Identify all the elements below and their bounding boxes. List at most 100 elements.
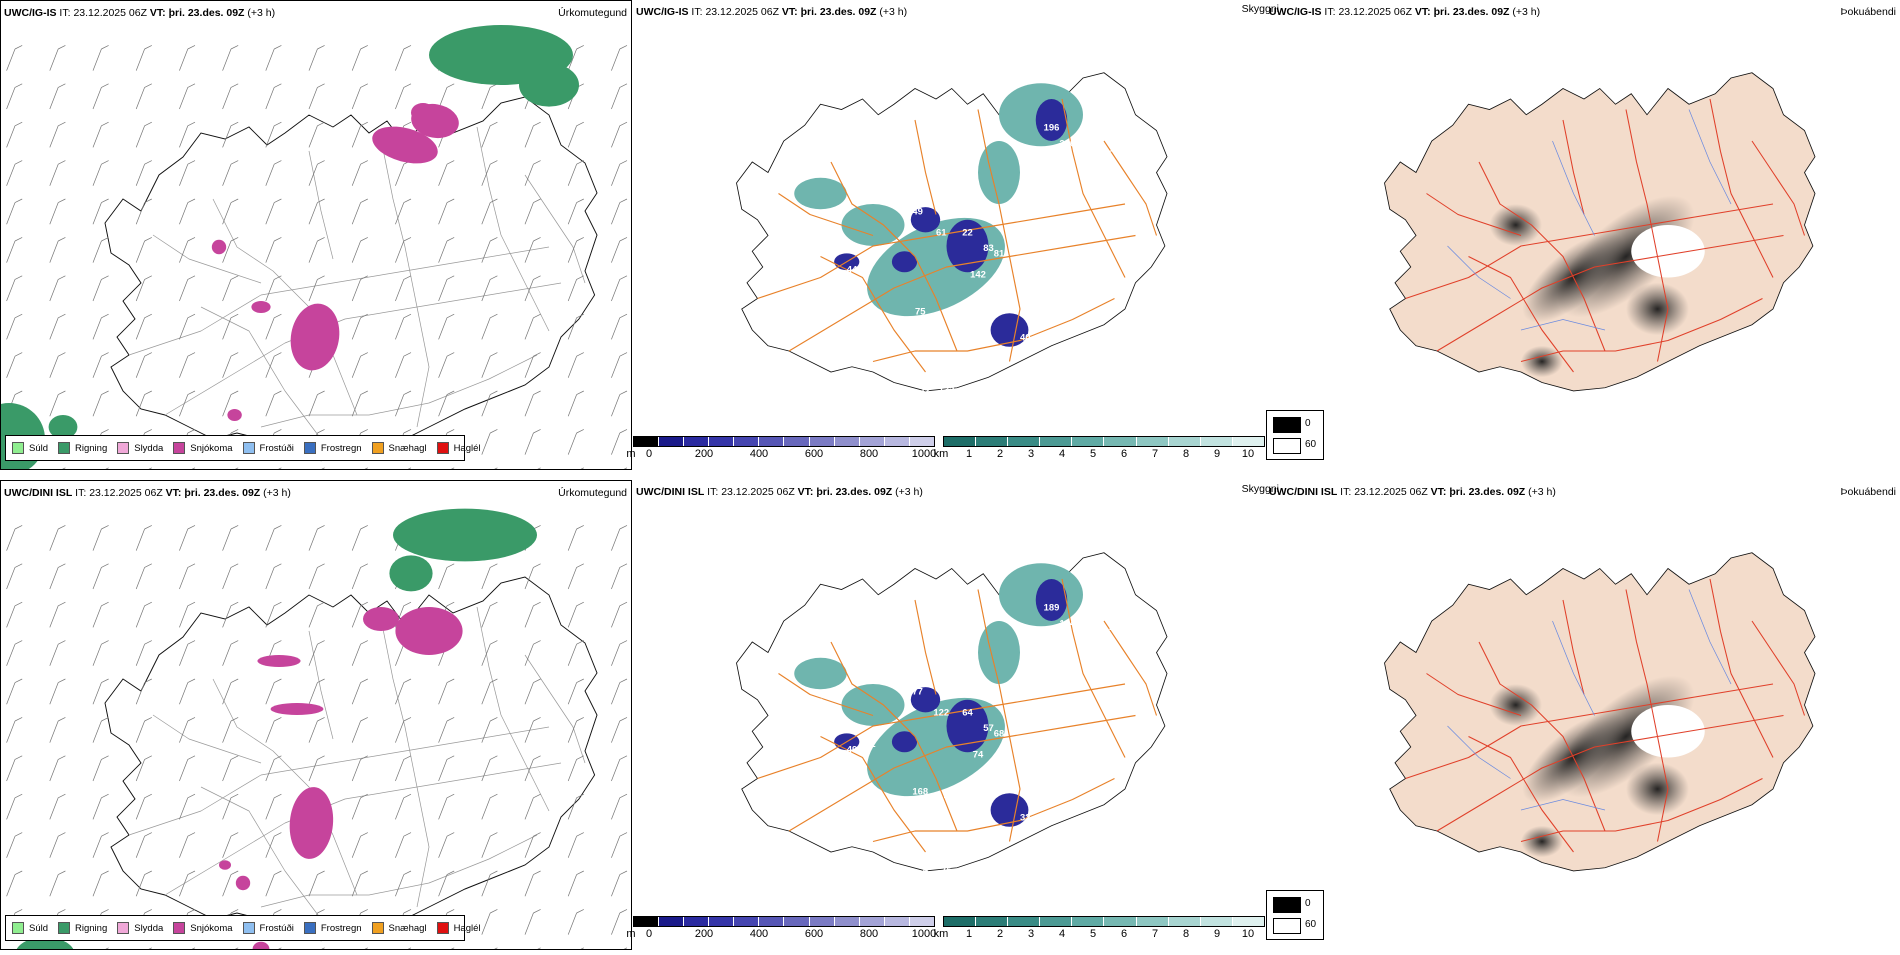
- legend-item: Frostregn: [303, 442, 362, 454]
- cloud-value-label: 196: [1044, 122, 1060, 133]
- colorbar-step: [1008, 437, 1041, 446]
- legend-item: Snjókoma: [173, 442, 233, 454]
- vt-value: þri. 23.des. 09Z: [1449, 486, 1526, 498]
- legend-swatch: [436, 922, 449, 934]
- colorbar-step: [784, 917, 810, 926]
- cloud-value-label: 40: [1020, 333, 1031, 344]
- colorbar-step: [1040, 437, 1073, 446]
- legend-label: Haglél: [453, 922, 481, 934]
- cloud-value-label: 127: [949, 175, 965, 186]
- it-value: 23.12.2025 06Z: [73, 7, 147, 19]
- colorbar-step: [834, 437, 860, 446]
- map-canvas[interactable]: 189 164 84 108 577 122 64 57 68 74 49 452 168 418 391 3…: [633, 480, 1263, 910]
- cloud-value-label: 391: [970, 792, 986, 803]
- cloud-panel-title: UWC/IG-IS IT: 23.12.2025 06Z VT: þri. 23…: [636, 6, 907, 18]
- colorbar-tick: 2: [996, 928, 1004, 940]
- cloud-value-label: 83: [983, 243, 994, 254]
- cloud-value-label: 23: [810, 217, 821, 228]
- it-label: IT:: [691, 6, 703, 18]
- colorbar-step: [759, 437, 785, 446]
- lead-time: (+3 h): [263, 487, 291, 499]
- precip-type-panel: UWC/DINI ISL IT: 23.12.2025 06Z VT: þri.…: [0, 480, 632, 950]
- lead-time: (+3 h): [247, 7, 276, 19]
- it-label: IT:: [707, 486, 719, 498]
- legend-swatch: [12, 442, 24, 454]
- vt-label: VT:: [165, 487, 182, 499]
- fog-panel: UWC/IG-IS IT: 23.12.2025 06Z VT: þri. 23…: [1266, 0, 1900, 470]
- colorbar-step: [1232, 437, 1264, 446]
- map-canvas[interactable]: [1, 481, 631, 949]
- colorbar-tick: 7: [1151, 928, 1159, 940]
- colorbar-step: [759, 917, 785, 926]
- it-value: 23.12.2025 06Z: [721, 486, 795, 498]
- fog-swatch-white: [1273, 918, 1301, 934]
- colorbar-tick: 1000: [911, 448, 937, 460]
- legend-label: Súld: [29, 442, 49, 454]
- colorbar-tick: 6: [1120, 448, 1128, 460]
- fog-legend-label: 0: [1305, 898, 1311, 909]
- map-canvas[interactable]: 196 210 105 127 149 61 22 83 81 142 44 14 75 757 77 40 2…: [633, 0, 1263, 430]
- map-canvas[interactable]: [1266, 0, 1900, 430]
- vt-value: þri. 23.des. 09Z: [800, 6, 877, 18]
- colorbar-step: [976, 917, 1009, 926]
- legend-label: Frostregn: [320, 442, 362, 454]
- model-name: UWC/DINI ISL: [1269, 486, 1338, 498]
- cloud-value-label: 418: [944, 792, 960, 803]
- it-label: IT:: [1340, 486, 1352, 498]
- cloud-panel-title: UWC/DINI ISL IT: 23.12.2025 06Z VT: þri.…: [636, 486, 923, 498]
- row-dini-isl: UWC/DINI ISL IT: 23.12.2025 06Z VT: þri.…: [0, 480, 1900, 955]
- colorbar-step: [709, 437, 735, 446]
- colorbar-step: [1008, 917, 1041, 926]
- colorbar-step: [909, 437, 934, 446]
- cloud-value-label: 168: [912, 786, 928, 797]
- colorbar-tick: 3: [1027, 928, 1035, 940]
- legend-label: Slydda: [134, 442, 164, 454]
- legend-item: Snjókoma: [173, 922, 233, 934]
- cloud-value-label: 210: [1059, 138, 1075, 149]
- colorbar-step: [659, 917, 685, 926]
- legend-swatch: [242, 922, 255, 934]
- legend-item: Súld: [12, 442, 48, 454]
- model-name: UWC/IG-IS: [636, 6, 689, 18]
- colorbar-tick: 1: [965, 928, 973, 940]
- legend-swatch: [12, 922, 24, 934]
- legend-swatch: [436, 442, 449, 454]
- colorbar-step: [859, 917, 885, 926]
- colorbar-step: [1200, 437, 1233, 446]
- precip-type-panel: UWC/IG-IS IT: 23.12.2025 06Z VT: þri. 23…: [0, 0, 632, 470]
- colorbar-tick: 600: [804, 448, 824, 460]
- cloud-value-label: 149: [907, 206, 923, 217]
- colorbar-unit: km: [933, 928, 949, 940]
- cloud-value-label: 49: [847, 744, 858, 755]
- legend-swatch: [58, 922, 71, 934]
- legend-swatch: [303, 922, 316, 934]
- colorbar-tick: 10: [1241, 448, 1255, 460]
- colorbar-unit: m: [626, 928, 636, 940]
- cloud-value-label: 4: [923, 865, 929, 876]
- colorbar-tick: 8: [1182, 928, 1190, 940]
- colorbar-tick: 9: [1213, 448, 1221, 460]
- legend-swatch: [173, 442, 186, 454]
- colorbar-step: [809, 437, 835, 446]
- colorbar-unit: km: [933, 448, 949, 460]
- cloud-value-label: 77: [973, 312, 984, 323]
- legend-swatch: [242, 442, 255, 454]
- legend-label: Snæhagl: [388, 442, 427, 454]
- colorbar-step: [659, 437, 685, 446]
- fog-legend: 0 60: [1266, 890, 1324, 940]
- vt-label: VT:: [797, 486, 814, 498]
- legend-label: Haglél: [453, 442, 481, 454]
- legend-label: Frostúði: [259, 922, 294, 934]
- legend-swatch: [58, 442, 71, 454]
- legend-item: Rigning: [58, 442, 107, 454]
- colorbar-tick: 200: [694, 928, 714, 940]
- legend-item: Haglél: [436, 922, 481, 934]
- map-canvas[interactable]: [1, 1, 631, 469]
- map-canvas[interactable]: [1266, 480, 1900, 910]
- colorbar-step: [1200, 917, 1233, 926]
- model-name: UWC/DINI ISL: [636, 486, 705, 498]
- vt-label: VT:: [1430, 486, 1447, 498]
- colorbar-tick: 400: [749, 448, 769, 460]
- precip-legend: Súld Rigning Slydda Snjókoma Frostúði Frostre…: [5, 915, 481, 941]
- colorbar-tick: 6: [1120, 928, 1128, 940]
